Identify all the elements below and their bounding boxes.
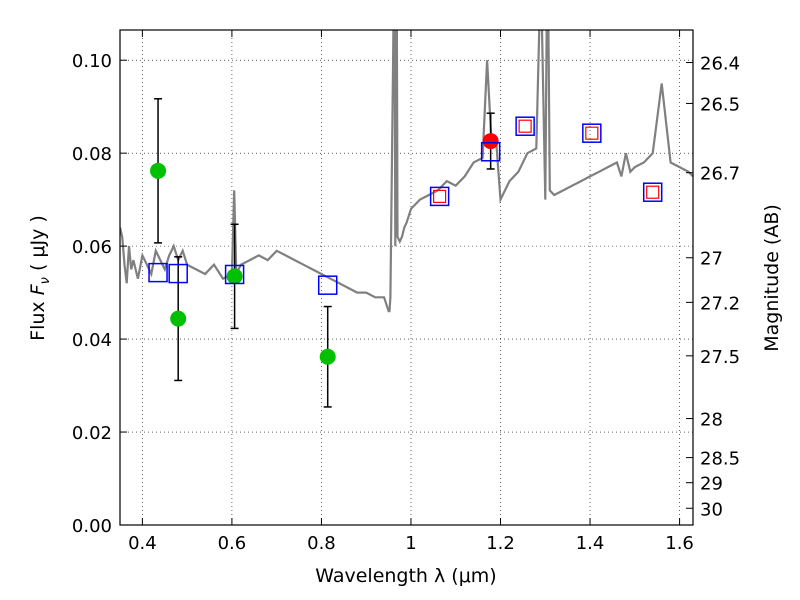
green-data-point: [150, 162, 167, 179]
x-tick-label: 0.4: [128, 533, 157, 554]
x-tick-label: 1.4: [576, 533, 605, 554]
model-blue-square: [168, 263, 188, 284]
model-blue-square: [429, 186, 450, 207]
red-data-point: [482, 133, 499, 150]
y2-tick-label: 28: [700, 410, 723, 431]
y-axis-label-post: ( μJy ): [27, 215, 49, 277]
y2-axis-label: Magnitude (AB): [761, 204, 783, 352]
green-points: [150, 162, 336, 365]
y-axis-label-sub: ν: [38, 277, 53, 284]
model-red-square: [518, 119, 532, 133]
y2-tick-label: 30: [700, 499, 723, 520]
y-tick-label: 0.08: [72, 144, 112, 165]
model-red-square: [646, 185, 660, 199]
x-tick-label: 1.6: [665, 533, 694, 554]
y-axis-label-main: F: [27, 283, 49, 295]
grid: [120, 30, 693, 526]
x-tick-label: 1: [405, 533, 416, 554]
model-blue-square: [515, 116, 535, 136]
y2-tick-label: 28.5: [700, 449, 740, 470]
x-tick-label: 0.8: [307, 533, 336, 554]
model-red-squares: [433, 119, 660, 203]
model-blue-square: [224, 264, 245, 285]
model-spectrum-line: [120, 30, 693, 313]
model-blue-square: [582, 123, 602, 143]
green-data-point: [319, 348, 336, 365]
y2-axis-ticks: 26.4 26.5 26.7 27 27.2 27.5 28 28.5 29 30: [686, 54, 740, 520]
model-blue-square: [642, 182, 663, 202]
y2-tick-label: 26.4: [700, 54, 740, 75]
green-data-point: [170, 310, 187, 327]
y2-tick-label: 26.5: [700, 94, 740, 115]
y-tick-label: 0.04: [72, 330, 112, 351]
model-blue-square: [480, 142, 501, 162]
red-point: [482, 133, 499, 150]
y2-tick-label: 29: [700, 474, 723, 495]
model-red-square: [433, 189, 447, 203]
x-axis-label: Wavelength λ (μm): [315, 565, 496, 587]
model-blue-square: [148, 262, 168, 283]
y-axis-label: Flux Fν ( μJy ): [27, 215, 53, 341]
y2-tick-label: 27: [700, 249, 723, 270]
y-tick-label: 0.06: [72, 237, 112, 258]
y2-tick-label: 27.2: [700, 293, 740, 314]
y-tick-label: 0.00: [72, 516, 112, 537]
x-tick-label: 1.2: [486, 533, 515, 554]
y-axis-ticks: 0.00 0.02 0.04 0.06 0.08 0.10: [72, 51, 127, 537]
y-axis-label-pre: Flux: [27, 295, 49, 341]
x-axis-ticks: 0.4 0.6 0.8 1 1.2 1.4 1.6: [128, 30, 694, 554]
model-blue-squares: [148, 116, 663, 295]
model-blue-square: [317, 275, 338, 295]
y-tick-label: 0.02: [72, 423, 112, 444]
y-tick-label: 0.10: [72, 51, 112, 72]
y2-tick-label: 27.5: [700, 347, 740, 368]
model-red-square: [585, 126, 599, 140]
error-bars: [154, 98, 495, 408]
green-data-point: [226, 268, 243, 285]
plot-frame: [119, 29, 694, 526]
x-tick-label: 0.6: [218, 533, 247, 554]
y2-tick-label: 26.7: [700, 164, 740, 185]
